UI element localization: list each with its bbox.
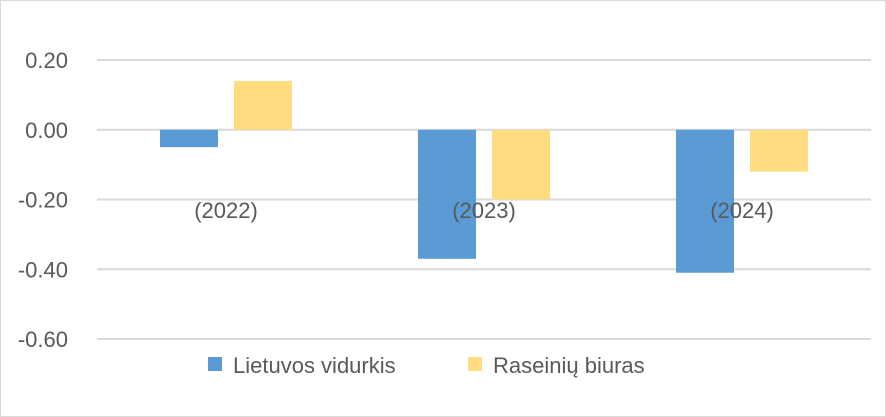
legend-label: Lietuvos vidurkis bbox=[233, 353, 396, 378]
category-label: (2023) bbox=[452, 198, 516, 223]
y-tick-label: 0.00 bbox=[25, 118, 68, 143]
y-tick-label: -0.40 bbox=[18, 257, 68, 282]
y-tick-label: -0.60 bbox=[18, 327, 68, 352]
bar-lietuvos-0 bbox=[160, 129, 218, 148]
category-label: (2022) bbox=[194, 198, 258, 223]
bar-raseiniai-0 bbox=[234, 80, 292, 130]
legend-swatch bbox=[468, 357, 482, 371]
bar-raseiniai-2 bbox=[750, 129, 808, 172]
legend-label: Raseinių biuras bbox=[493, 353, 645, 378]
category-label: (2024) bbox=[710, 198, 774, 223]
legend-swatch bbox=[208, 357, 222, 371]
bar-lietuvos-2 bbox=[676, 129, 734, 273]
bar-lietuvos-1 bbox=[418, 129, 476, 259]
y-tick-label: -0.20 bbox=[18, 188, 68, 213]
bar-raseiniai-1 bbox=[492, 129, 550, 200]
y-tick-label: 0.20 bbox=[25, 48, 68, 73]
